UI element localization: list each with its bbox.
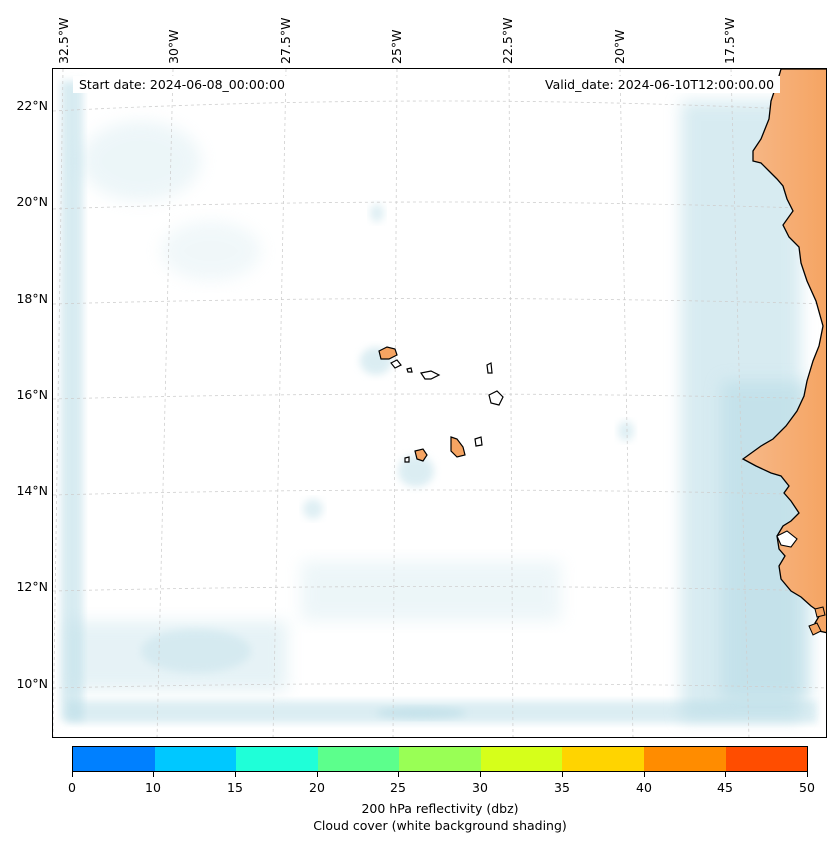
cape-verde-islands [378, 346, 504, 463]
colorbar-tick [562, 772, 563, 777]
colorbar-segment-45-50 [725, 747, 808, 771]
colorbar-tick-label: 0 [68, 780, 76, 795]
colorbar-tick [644, 772, 645, 777]
island-boa-vista [488, 390, 504, 406]
colorbar-tick [480, 772, 481, 777]
lat-label-12n: 12°N [16, 579, 48, 594]
colorbar-segment-40-45 [643, 747, 726, 771]
colorbar-tick [807, 772, 808, 777]
colorbar-segment-30-35 [480, 747, 563, 771]
lon-label-32-5w: 32.5°W [56, 17, 71, 64]
cloud-cover-shading [61, 81, 817, 723]
colorbar-segment-15-20 [236, 747, 318, 771]
colorbar-subtitle: Cloud cover (white background shading) [313, 818, 567, 833]
island-sao-nicolau [420, 370, 441, 380]
colorbar-tick-label: 45 [717, 780, 733, 795]
colorbar-tick-label: 30 [472, 780, 488, 795]
colorbar-title: 200 hPa reflectivity (dbz) [361, 801, 519, 816]
island-santa-luzia [406, 367, 413, 373]
colorbar-segment-0-10 [73, 747, 155, 771]
lon-label-20w: 20°W [612, 29, 627, 64]
island-brava [404, 456, 410, 463]
bissau-coast-detail [776, 530, 798, 548]
lat-label-18n: 18°N [16, 291, 48, 306]
lon-label-17-5w: 17.5°W [722, 17, 737, 64]
africa-land [741, 69, 826, 634]
lat-label-16n: 16°N [16, 387, 48, 402]
colorbar-segment-25-30 [399, 747, 481, 771]
colorbar-tick-label: 20 [309, 780, 325, 795]
colorbar-tick-label: 35 [554, 780, 570, 795]
lat-label-14n: 14°N [16, 483, 48, 498]
lon-label-22-5w: 22.5°W [500, 17, 515, 64]
graticule-lines [53, 69, 826, 737]
colorbar-tick-label: 25 [390, 780, 406, 795]
reflectivity-colorbar [72, 746, 808, 772]
map-panel [52, 68, 827, 738]
lon-label-27-5w: 27.5°W [278, 17, 293, 64]
colorbar-tick [235, 772, 236, 777]
lat-label-10n: 10°N [16, 676, 48, 691]
colorbar-segment-35-40 [562, 747, 644, 771]
bijagos-islands [808, 606, 826, 636]
colorbar-tick [725, 772, 726, 777]
colorbar-segment-10-15 [154, 747, 237, 771]
colorbar-tick-label: 10 [145, 780, 161, 795]
valid-date-label: Valid_date: 2024-06-10T12:00:00.00 [539, 76, 781, 93]
colorbar-tick [72, 772, 73, 777]
colorbar-segment-20-25 [317, 747, 400, 771]
colorbar-tick [398, 772, 399, 777]
island-fogo [414, 448, 428, 462]
lon-label-30w: 30°W [166, 29, 181, 64]
map-canvas [53, 69, 826, 737]
start-date-label: Start date: 2024-06-08_00:00:00 [73, 76, 291, 93]
colorbar-tick-label: 50 [799, 780, 815, 795]
island-santo-antao [378, 346, 398, 360]
colorbar-tick [153, 772, 154, 777]
colorbar-tick [317, 772, 318, 777]
island-sao-vicente [390, 359, 402, 369]
colorbar-tick-label: 40 [636, 780, 652, 795]
lon-label-25w: 25°W [389, 29, 404, 64]
lat-label-20n: 20°N [16, 194, 48, 209]
island-santiago [450, 436, 466, 458]
lat-label-22n: 22°N [16, 98, 48, 113]
island-sal [486, 362, 493, 374]
island-maio [474, 436, 483, 447]
colorbar-tick-label: 15 [227, 780, 243, 795]
